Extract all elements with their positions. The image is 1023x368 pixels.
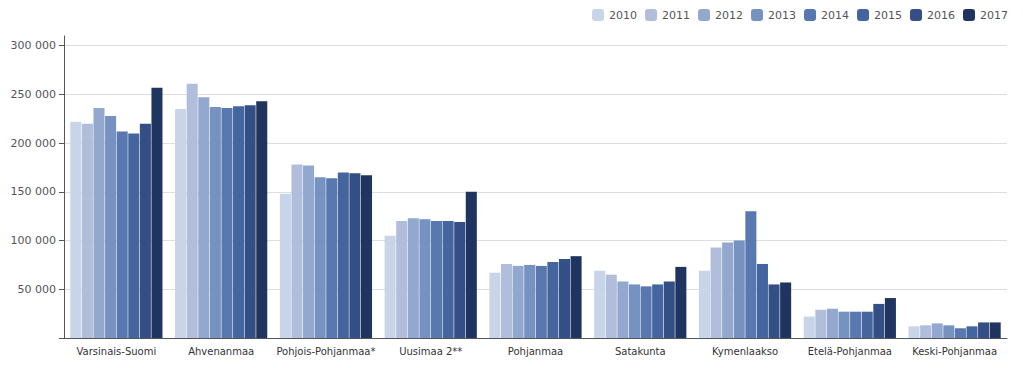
svg-text:2017: 2017 <box>980 9 1008 22</box>
svg-text:250 000: 250 000 <box>11 88 57 101</box>
svg-text:Pohjanmaa: Pohjanmaa <box>508 346 563 357</box>
svg-text:2014: 2014 <box>821 9 849 22</box>
svg-text:2012: 2012 <box>715 9 743 22</box>
svg-text:Varsinais-Suomi: Varsinais-Suomi <box>77 346 157 357</box>
svg-text:2010: 2010 <box>609 9 637 22</box>
svg-text:2013: 2013 <box>768 9 796 22</box>
svg-text:200 000: 200 000 <box>11 137 57 150</box>
svg-text:150 000: 150 000 <box>11 185 57 198</box>
svg-text:Uusimaa 2**: Uusimaa 2** <box>399 346 462 357</box>
svg-text:100 000: 100 000 <box>11 234 57 247</box>
svg-text:2016: 2016 <box>927 9 955 22</box>
svg-text:50 000: 50 000 <box>18 283 57 296</box>
svg-text:2011: 2011 <box>662 9 690 22</box>
svg-text:Ahvenanmaa: Ahvenanmaa <box>188 346 254 357</box>
svg-text:300 000: 300 000 <box>11 39 57 52</box>
svg-text:2015: 2015 <box>874 9 902 22</box>
svg-text:Keski-Pohjanmaa: Keski-Pohjanmaa <box>912 346 997 357</box>
svg-text:Satakunta: Satakunta <box>615 346 666 357</box>
svg-text:Kymenlaakso: Kymenlaakso <box>712 346 778 357</box>
svg-text:Pohjois-Pohjanmaa*: Pohjois-Pohjanmaa* <box>276 346 375 357</box>
svg-text:Etelä-Pohjanmaa: Etelä-Pohjanmaa <box>808 346 892 357</box>
